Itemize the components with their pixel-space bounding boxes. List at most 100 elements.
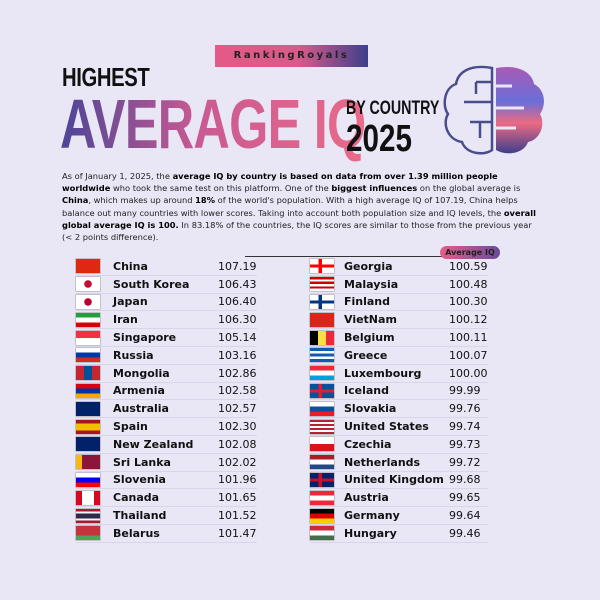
flag-icon [310,472,334,487]
iq-value: 102.58 [218,384,257,398]
flag-icon [310,330,334,345]
iq-value: 100.00 [449,366,488,380]
table-row: Belgium 100.11 [310,329,488,347]
flag-icon [76,366,100,381]
table-column-left: China 107.19 South Korea 106.43 Japan 106.40 I… [76,258,257,543]
country-name: Iceland [344,384,389,398]
table-row: Canada 101.65 [76,489,257,508]
flag-icon [76,277,100,292]
country-name: VietNam [344,313,397,327]
flag-icon [310,526,334,541]
flag-icon [76,455,100,470]
table-row: Netherlands 99.72 [310,454,488,472]
table-row: Hungary 99.46 [310,525,488,543]
iq-value: 105.14 [218,331,257,345]
title-highest: HIGHEST [62,62,150,92]
iq-value: 99.73 [449,437,481,451]
country-name: Georgia [344,259,393,273]
country-name: Russia [113,348,154,362]
iq-value: 101.65 [218,491,257,505]
title-by-country: BY COUNTRY [346,98,440,119]
country-name: Canada [113,491,160,505]
flag-icon [76,312,100,327]
title-year: 2025 [346,118,412,160]
country-name: Belarus [113,526,160,540]
table-row: South Korea 106.43 [76,276,257,294]
table-column-right: Georgia 100.59 Malaysia 100.48 Finland 100.30… [310,258,488,543]
table-row: Slovenia 101.96 [76,472,257,490]
country-name: Hungary [344,526,397,540]
iq-value: 106.30 [218,313,257,327]
iq-value: 99.74 [449,420,481,434]
iq-value: 99.65 [449,491,481,505]
country-name: United States [344,420,429,434]
iq-value: 100.12 [449,313,488,327]
country-name: Finland [344,295,391,309]
average-iq-header: Average IQ [440,246,500,259]
iq-value: 100.30 [449,295,488,309]
table-row: United States 99.74 [310,418,488,436]
country-name: Australia [113,402,169,416]
iq-value: 101.52 [218,509,257,523]
iq-value: 102.30 [218,420,257,434]
table-row: Czechia 99.73 [310,436,488,454]
flag-icon [310,366,334,381]
flag-icon [76,259,100,274]
country-name: South Korea [113,277,190,291]
table-row: Luxembourg 100.00 [310,365,488,383]
table-row: Iran 106.30 [76,311,257,330]
table-row: Finland 100.30 [310,294,488,312]
iq-value: 99.76 [449,402,481,416]
country-name: Japan [113,295,148,309]
iq-value: 106.40 [218,295,257,309]
iq-value: 101.47 [218,526,257,540]
country-name: New Zealand [113,437,194,451]
flag-icon [310,294,334,309]
brain-icon [443,65,544,155]
flag-icon [76,526,100,541]
table-row: Georgia 100.59 [310,258,488,276]
iq-value: 101.96 [218,473,257,487]
country-name: Netherlands [344,455,421,469]
flag-icon [76,437,100,452]
iq-value: 99.46 [449,526,481,540]
iq-value: 106.43 [218,277,257,291]
flag-icon [76,383,100,398]
country-name: Luxembourg [344,366,422,380]
iq-value: 99.99 [449,384,481,398]
flag-icon [310,490,334,505]
table-row: Sri Lanka 102.02 [76,454,257,472]
table-row: VietNam 100.12 [310,311,488,330]
flag-icon [310,383,334,398]
country-name: Armenia [113,384,165,398]
flag-icon [310,455,334,470]
country-name: Czechia [344,437,392,451]
country-name: Mongolia [113,366,170,380]
flag-icon [310,437,334,452]
iq-value: 107.19 [218,259,257,273]
table-row: Japan 106.40 [76,294,257,312]
table-row: Belarus 101.47 [76,525,257,543]
country-name: Slovenia [113,473,166,487]
table-row: Russia 103.16 [76,347,257,365]
flag-icon [76,348,100,363]
flag-icon [76,294,100,309]
table-row: Malaysia 100.48 [310,276,488,294]
flag-icon [310,508,334,523]
iq-value: 100.59 [449,259,488,273]
table-row: Thailand 101.52 [76,507,257,525]
flag-icon [76,419,100,434]
country-name: Germany [344,509,400,523]
flag-icon [310,348,334,363]
table-row: Singapore 105.14 [76,329,257,347]
iq-value: 100.11 [449,331,488,345]
iq-value: 99.72 [449,455,481,469]
table-row: Slovakia 99.76 [310,400,488,419]
country-name: Singapore [113,331,177,345]
iq-value: 99.64 [449,509,481,523]
intro-paragraph: As of January 1, 2025, the average IQ by… [62,171,536,243]
table-row: Armenia 102.58 [76,383,257,401]
country-name: China [113,259,148,273]
table-row: China 107.19 [76,258,257,276]
iq-value: 99.68 [449,473,481,487]
